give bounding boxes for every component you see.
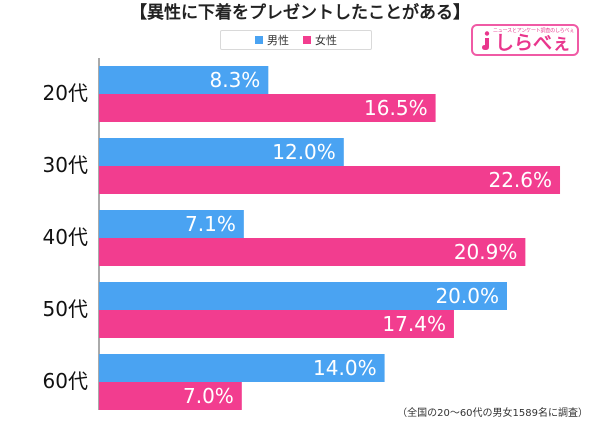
data-label: 12.0% <box>272 140 336 164</box>
category-label: 50代 <box>43 297 88 321</box>
bar-male <box>99 138 344 166</box>
legend-item-female: 女性 <box>303 32 337 48</box>
bar-male <box>99 282 507 310</box>
logo-mark-icon <box>482 31 490 50</box>
data-label: 20.0% <box>435 284 499 308</box>
footnote: （全国の20～60代の男女1589名に調査） <box>397 408 588 419</box>
legend-label-female: 女性 <box>315 34 337 47</box>
logo-text: しらべぇ <box>495 32 572 54</box>
legend-swatch-female <box>303 36 311 44</box>
data-label: 7.1% <box>185 212 236 236</box>
data-label: 20.9% <box>454 240 518 264</box>
data-label: 14.0% <box>313 356 377 380</box>
data-label: 17.4% <box>382 312 446 336</box>
category-label: 40代 <box>43 225 88 249</box>
category-label: 30代 <box>43 153 88 177</box>
bar-female <box>99 382 242 410</box>
logo-tagline: ニュースとアンケート調査のしらべぇ <box>493 28 575 34</box>
bar-male <box>99 210 244 238</box>
bar-female <box>99 310 454 338</box>
legend-item-male: 男性 <box>255 32 289 48</box>
data-label: 8.3% <box>210 68 261 92</box>
chart-title: 【異性に下着をプレゼントしたことがある】 <box>130 3 470 23</box>
bar-male <box>99 354 385 382</box>
category-label: 20代 <box>43 81 88 105</box>
category-label: 60代 <box>43 369 88 393</box>
legend: 男性 女性 <box>220 30 372 50</box>
brand-logo: ニュースとアンケート調査のしらべぇ しらべぇ <box>471 24 579 56</box>
legend-swatch-male <box>255 36 263 44</box>
bar-female <box>99 94 436 122</box>
bar-female <box>99 166 561 194</box>
bar-male <box>99 66 269 94</box>
data-label: 22.6% <box>488 168 552 192</box>
data-label: 7.0% <box>183 384 234 408</box>
legend-label-male: 男性 <box>267 34 289 47</box>
bar-female <box>99 238 526 266</box>
data-label: 16.5% <box>364 96 428 120</box>
